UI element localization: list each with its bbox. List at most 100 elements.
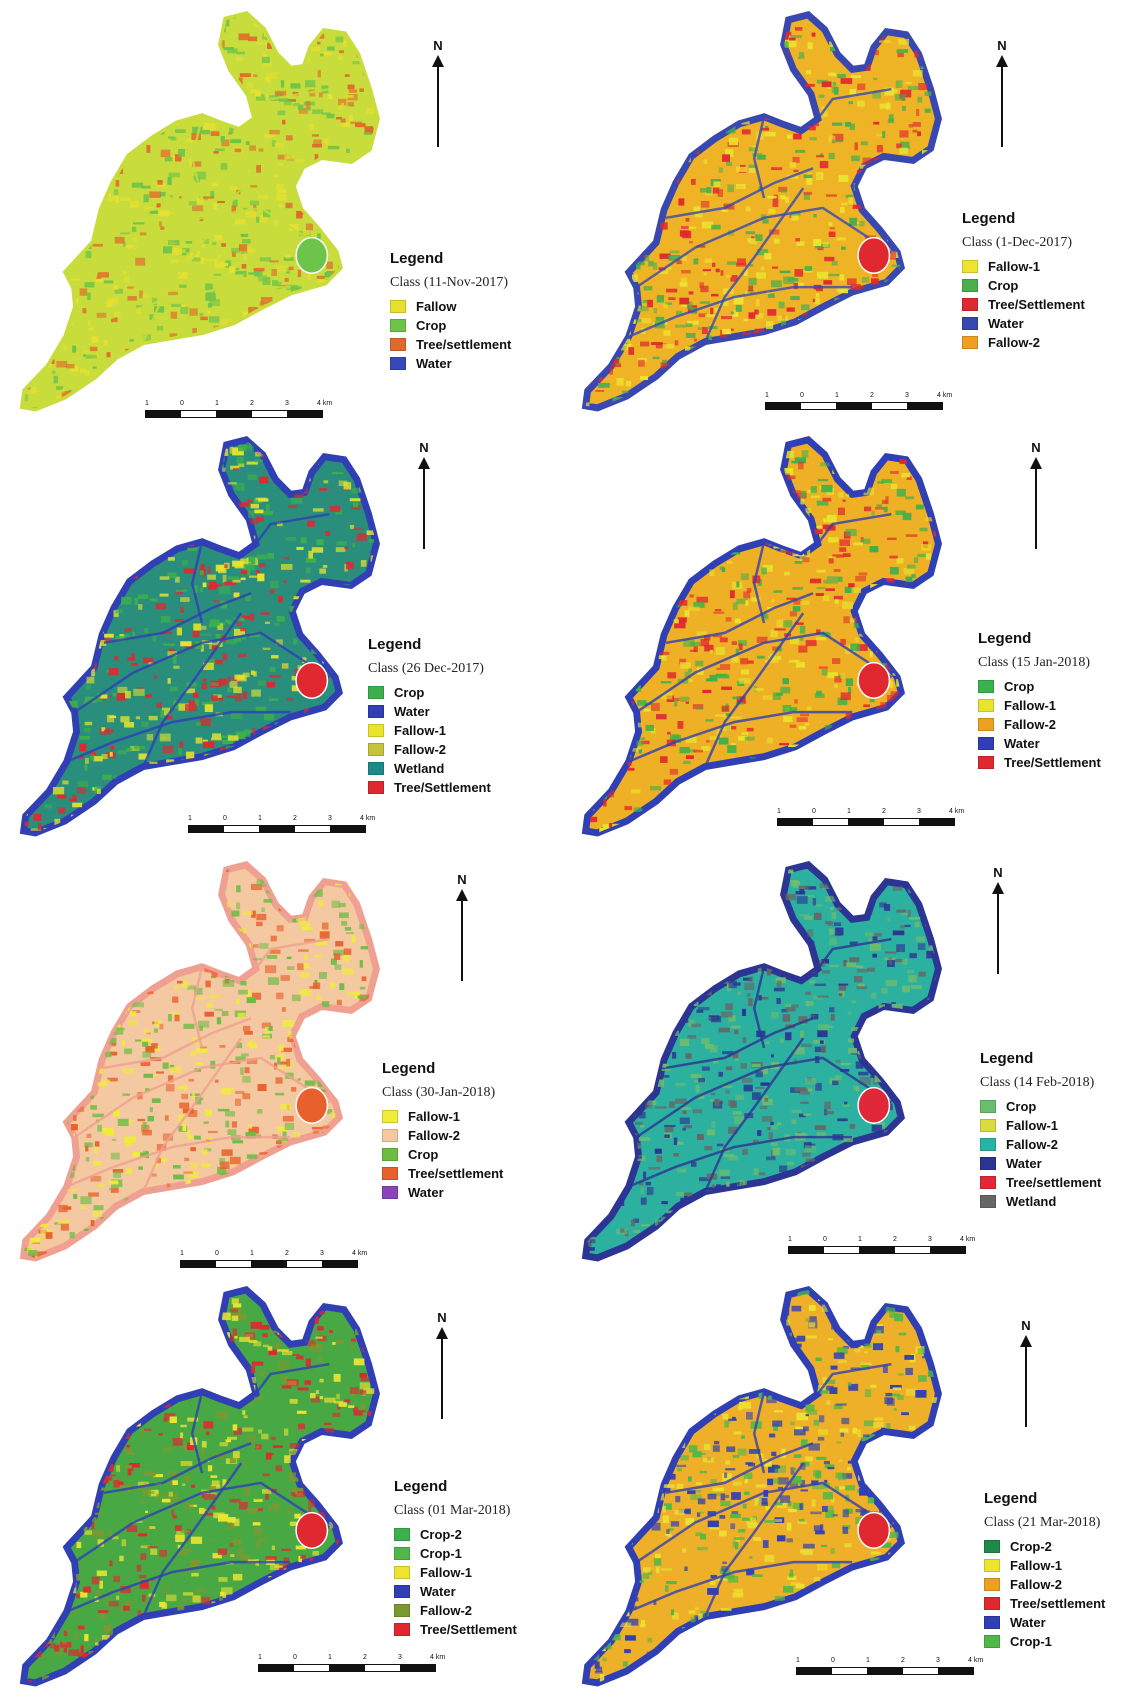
pond-feature bbox=[295, 1511, 329, 1549]
legend-item: Water bbox=[984, 1613, 1105, 1631]
legend-swatch bbox=[382, 1185, 398, 1199]
scale-tick-label: 4 km bbox=[937, 392, 953, 399]
map-legend: Legend Class (11-Nov-2017) Fallow Crop Tree/… bbox=[390, 250, 511, 373]
legend-item: Crop-1 bbox=[984, 1632, 1105, 1650]
legend-label: Water bbox=[988, 315, 1024, 331]
scale-bar: 1 0 1 2 3 4 km bbox=[796, 1657, 983, 1675]
scale-tick-label: 3 bbox=[328, 815, 332, 822]
legend-swatch bbox=[382, 1147, 398, 1161]
legend-item: Tree/Settlement bbox=[368, 778, 491, 796]
legend-swatch bbox=[368, 704, 384, 718]
legend-label: Crop bbox=[416, 317, 447, 333]
legend-label: Fallow-1 bbox=[1004, 697, 1057, 713]
map-legend: Legend Class (1-Dec-2017) Fallow-1 Crop Tree… bbox=[962, 210, 1085, 352]
scale-tick-label: 1 bbox=[250, 1250, 254, 1257]
legend-swatch bbox=[978, 698, 994, 712]
scale-tick-label: 1 bbox=[145, 400, 149, 407]
legend-swatch bbox=[390, 356, 406, 370]
scale-tick-label: 4 km bbox=[960, 1236, 976, 1243]
legend-class-date: Class (21 Mar-2018) bbox=[984, 1515, 1101, 1530]
legend-title: Legend bbox=[984, 1490, 1038, 1507]
north-arrow: N bbox=[1016, 1318, 1036, 1427]
legend-label: Fallow-1 bbox=[420, 1564, 473, 1580]
legend-item: Tree/Settlement bbox=[962, 295, 1085, 313]
scale-bar: 1 0 1 2 3 4 km bbox=[180, 1250, 367, 1268]
legend-item: Fallow-1 bbox=[980, 1116, 1101, 1134]
legend-label: Fallow-2 bbox=[394, 741, 447, 757]
legend-label: Tree/settlement bbox=[1010, 1595, 1106, 1611]
scale-tick-label: 4 km bbox=[352, 1250, 368, 1257]
legend-title: Legend bbox=[382, 1060, 436, 1077]
legend-swatch bbox=[978, 717, 994, 731]
legend-swatch bbox=[382, 1109, 398, 1123]
north-arrow-icon bbox=[432, 55, 444, 67]
legend-item: Fallow-1 bbox=[984, 1556, 1105, 1574]
pond-feature bbox=[295, 1086, 329, 1124]
map-legend: Legend Class (21 Mar-2018) Crop-2 Fallow-1 F… bbox=[984, 1490, 1105, 1651]
legend-swatch bbox=[368, 742, 384, 756]
legend-label: Tree/settlement bbox=[416, 336, 512, 352]
scale-tick-label: 1 bbox=[858, 1236, 862, 1243]
legend-swatch bbox=[980, 1175, 996, 1189]
legend-item: Crop-2 bbox=[984, 1537, 1105, 1555]
legend-label: Fallow-2 bbox=[1004, 716, 1057, 732]
scale-tick-label: 1 bbox=[835, 392, 839, 399]
legend-label: Wetland bbox=[394, 760, 445, 776]
scale-tick-label: 4 km bbox=[317, 400, 333, 407]
landcover-map-5 bbox=[19, 861, 380, 1262]
scale-tick-label: 0 bbox=[800, 392, 804, 399]
scale-tick-label: 4 km bbox=[968, 1657, 984, 1664]
legend-label: Fallow-1 bbox=[394, 722, 447, 738]
legend-item: Fallow-1 bbox=[978, 696, 1101, 714]
pond-feature bbox=[295, 661, 329, 699]
legend-label: Tree/Settlement bbox=[1004, 754, 1101, 770]
legend-item: Tree/settlement bbox=[984, 1594, 1105, 1612]
legend-swatch bbox=[978, 679, 994, 693]
north-arrow: N bbox=[452, 872, 472, 981]
legend-label: Crop bbox=[394, 684, 425, 700]
scale-tick-label: 1 bbox=[796, 1657, 800, 1664]
map-legend: Legend Class (30-Jan-2018) Fallow-1 Fallow-… bbox=[382, 1060, 503, 1202]
map-legend: Legend Class (26 Dec-2017) Crop Water Fallow… bbox=[368, 636, 491, 797]
legend-label: Fallow-1 bbox=[408, 1108, 461, 1124]
legend-item: Fallow-1 bbox=[382, 1107, 503, 1125]
legend-label: Water bbox=[1010, 1614, 1046, 1630]
pond-feature bbox=[857, 1086, 891, 1124]
legend-swatch bbox=[394, 1527, 410, 1541]
legend-swatch bbox=[984, 1539, 1000, 1553]
legend-label: Crop-2 bbox=[1010, 1538, 1052, 1554]
north-label: N bbox=[997, 38, 1007, 53]
legend-item: Tree/settlement bbox=[382, 1164, 503, 1182]
legend-class-date: Class (1-Dec-2017) bbox=[962, 235, 1073, 250]
legend-item: Crop bbox=[390, 316, 511, 334]
legend-label: Fallow-1 bbox=[988, 258, 1041, 274]
scale-tick-label: 1 bbox=[258, 815, 262, 822]
legend-item: Wetland bbox=[368, 759, 491, 777]
scale-tick-label: 2 bbox=[893, 1236, 897, 1243]
scale-tick-label: 2 bbox=[901, 1657, 905, 1664]
legend-label: Fallow bbox=[416, 298, 457, 314]
scale-tick-label: 3 bbox=[928, 1236, 932, 1243]
legend-item: Crop-2 bbox=[394, 1525, 517, 1543]
landcover-map-3 bbox=[19, 436, 380, 837]
scale-tick-label: 1 bbox=[866, 1657, 870, 1664]
legend-item: Wetland bbox=[980, 1192, 1101, 1210]
scale-tick-label: 0 bbox=[293, 1654, 297, 1661]
north-arrow: N bbox=[414, 440, 434, 549]
legend-label: Crop-1 bbox=[420, 1545, 462, 1561]
legend-swatch bbox=[978, 736, 994, 750]
legend-label: Crop-2 bbox=[420, 1526, 462, 1542]
legend-class-date: Class (30-Jan-2018) bbox=[382, 1085, 496, 1100]
north-arrow: N bbox=[1026, 440, 1046, 549]
legend-title: Legend bbox=[394, 1478, 448, 1495]
legend-item: Water bbox=[980, 1154, 1101, 1172]
legend-label: Crop bbox=[1004, 678, 1035, 694]
legend-swatch bbox=[962, 316, 978, 330]
scale-tick-label: 4 km bbox=[949, 808, 965, 815]
north-arrow-icon bbox=[456, 889, 468, 901]
legend-label: Tree/settlement bbox=[408, 1165, 504, 1181]
pond-feature bbox=[857, 1511, 891, 1549]
legend-label: Tree/settlement bbox=[1006, 1174, 1102, 1190]
legend-item: Crop bbox=[978, 677, 1101, 695]
scale-tick-label: 0 bbox=[180, 400, 184, 407]
